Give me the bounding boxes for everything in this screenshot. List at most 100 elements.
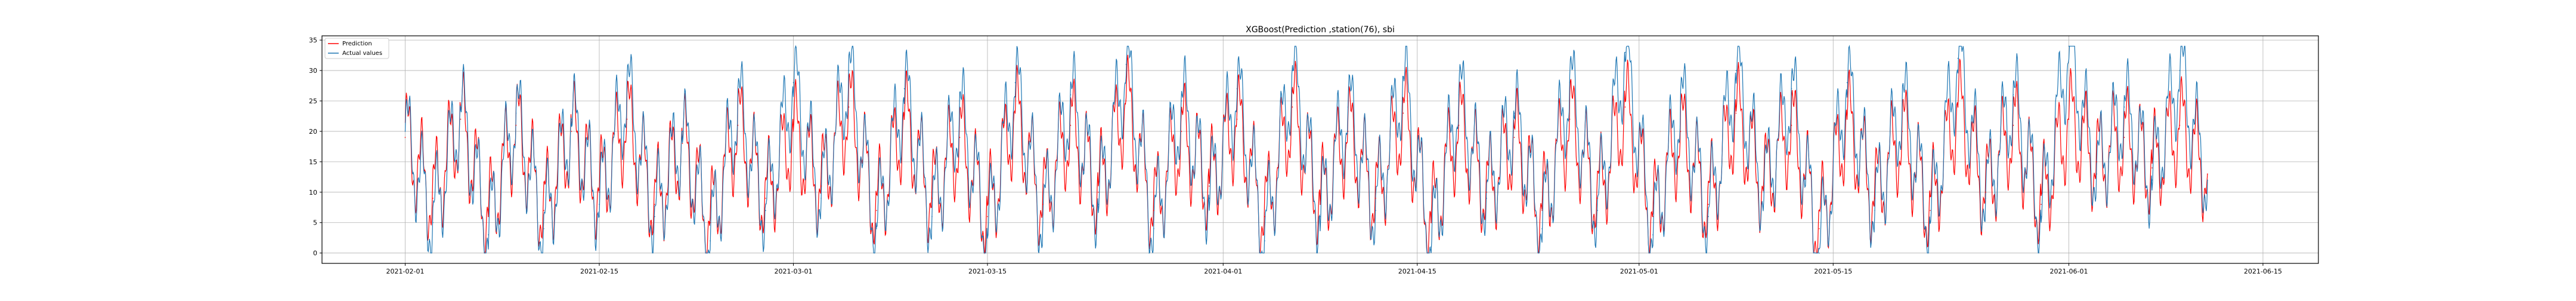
data-point xyxy=(1458,125,1460,126)
data-point xyxy=(1458,94,1460,96)
data-point xyxy=(1513,137,1515,138)
data-point xyxy=(1874,198,1875,199)
data-point xyxy=(2179,70,2181,71)
data-point xyxy=(737,125,739,126)
data-point xyxy=(2041,216,2042,217)
data-point xyxy=(848,70,850,71)
data-point xyxy=(2123,106,2125,108)
data-point xyxy=(1763,185,1764,187)
data-point xyxy=(543,228,544,229)
data-point xyxy=(1486,192,1487,193)
data-point xyxy=(1320,204,1321,205)
data-point xyxy=(1957,106,1959,108)
x-tick-label: 2021-03-01 xyxy=(775,268,813,275)
data-point xyxy=(1292,70,1293,71)
legend-label-prediction: Prediction xyxy=(342,41,372,47)
legend: Prediction Actual values xyxy=(324,38,389,59)
data-point xyxy=(571,131,572,132)
x-tick-label: 2021-06-15 xyxy=(2244,268,2282,275)
data-point xyxy=(460,106,462,108)
data-point xyxy=(460,118,462,120)
data-point xyxy=(1375,198,1376,199)
data-point xyxy=(903,118,905,120)
data-point xyxy=(2123,137,2125,138)
data-point xyxy=(903,88,905,90)
data-point xyxy=(1652,234,1654,235)
data-point xyxy=(1098,204,1099,205)
data-point xyxy=(1181,100,1182,102)
data-point xyxy=(1708,216,1709,217)
x-tick-label: 2021-03-15 xyxy=(968,268,1007,275)
y-tick-label: 0 xyxy=(313,250,317,257)
data-point xyxy=(1930,222,1931,223)
data-point xyxy=(2012,94,2014,96)
data-point xyxy=(515,112,517,114)
data-point xyxy=(710,222,711,223)
data-point xyxy=(1652,216,1654,217)
y-tick-label: 15 xyxy=(309,158,317,166)
data-point xyxy=(1431,222,1432,223)
y-tick-label: 25 xyxy=(309,97,317,105)
data-point xyxy=(1597,210,1598,211)
data-point xyxy=(765,198,766,199)
data-point xyxy=(1819,252,1820,254)
data-point xyxy=(1347,106,1349,108)
data-point xyxy=(1985,198,1986,199)
plot-series xyxy=(404,44,2208,254)
data-point xyxy=(1846,82,1848,84)
data-point xyxy=(682,143,683,145)
data-point xyxy=(1153,210,1154,211)
data-point xyxy=(599,204,600,205)
data-point xyxy=(765,210,766,211)
data-point xyxy=(1347,131,1349,132)
data-point xyxy=(1181,131,1182,132)
data-point xyxy=(1680,100,1682,102)
data-point xyxy=(432,222,434,223)
data-point xyxy=(1014,82,1016,84)
data-point xyxy=(1597,198,1598,199)
data-point xyxy=(2012,125,2014,126)
data-point xyxy=(2068,45,2070,47)
data-point xyxy=(848,106,850,108)
data-point xyxy=(1985,192,1986,193)
x-tick-label: 2021-02-15 xyxy=(580,268,618,275)
data-point xyxy=(931,198,933,199)
data-point xyxy=(821,198,822,199)
data-point xyxy=(1209,185,1210,187)
data-point xyxy=(1264,216,1265,217)
data-point xyxy=(1708,204,1709,205)
data-point xyxy=(1624,51,1626,53)
data-point xyxy=(1819,228,1820,229)
x-tick-label: 2021-02-01 xyxy=(386,268,425,275)
data-point xyxy=(1375,210,1376,211)
data-point xyxy=(1486,198,1487,199)
data-point xyxy=(654,204,655,205)
data-point xyxy=(2151,179,2153,181)
data-point xyxy=(1125,100,1127,102)
data-point xyxy=(1957,57,1959,59)
data-point xyxy=(1624,106,1626,108)
legend-box xyxy=(324,38,389,59)
data-point xyxy=(1902,131,1903,132)
series-actual-values xyxy=(404,44,2208,254)
data-point xyxy=(2041,204,2042,205)
data-point xyxy=(1402,76,1404,78)
data-point xyxy=(1680,131,1682,132)
data-point xyxy=(515,125,517,126)
plot-area-frame xyxy=(321,35,2319,264)
data-point xyxy=(1541,210,1543,211)
x-tick-label: 2021-04-15 xyxy=(1398,268,1436,275)
data-point xyxy=(1541,228,1543,229)
chart-title: XGBoost(Prediction ,station(76), sbi xyxy=(1246,25,1395,35)
y-tick-label: 5 xyxy=(313,219,317,227)
data-point xyxy=(1735,112,1737,114)
data-point xyxy=(1014,112,1016,114)
data-point xyxy=(1153,228,1154,229)
y-tick-label: 20 xyxy=(309,128,317,136)
data-point xyxy=(876,228,877,229)
data-point xyxy=(2207,179,2208,181)
data-point xyxy=(1431,246,1432,248)
data-point xyxy=(1930,210,1931,211)
data-point xyxy=(1070,125,1072,126)
data-point xyxy=(2096,173,2097,175)
